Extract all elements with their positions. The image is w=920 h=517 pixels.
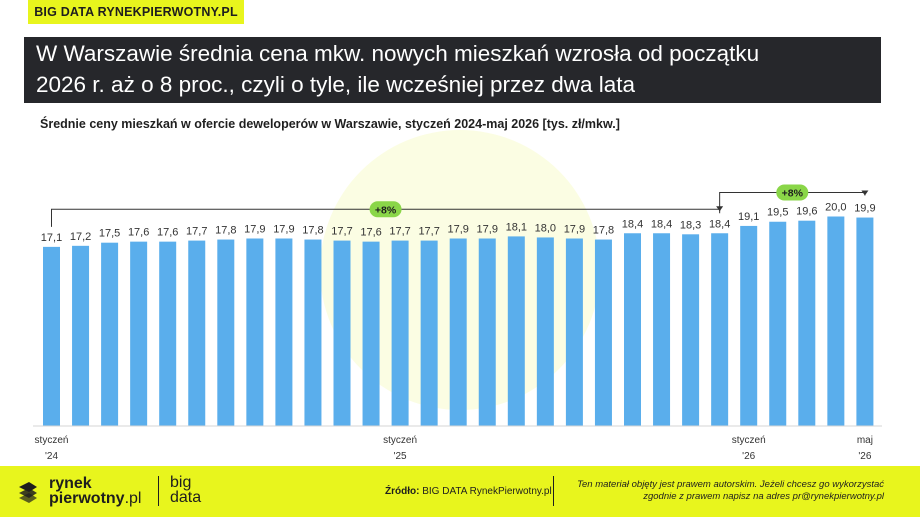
bar-value-label: 17,6 <box>128 227 149 239</box>
title-band: W Warszawie średnia cena mkw. nowych mie… <box>24 37 881 103</box>
x-tick-label: styczeń <box>383 435 417 446</box>
bar-value-label: 17,1 <box>41 232 62 244</box>
bar-value-label: 17,7 <box>331 226 352 238</box>
footer: rynek pierwotny.pl big data Źródło: BIG … <box>0 466 920 517</box>
bar-value-label: 17,9 <box>477 223 498 235</box>
growth-badge-label: +8% <box>782 188 804 200</box>
bar-value-label: 17,9 <box>273 223 294 235</box>
source-note: Źródło: BIG DATA RynekPierwotny.pl <box>385 486 552 497</box>
bar-value-label: 20,0 <box>825 202 846 214</box>
bar <box>682 234 700 426</box>
copyright-notice: Ten materiał objęty jest prawem autorski… <box>577 479 884 503</box>
bigdata-word-data: data <box>170 489 202 506</box>
bar-value-label: 17,7 <box>418 226 439 238</box>
copyright-line-2[interactable]: zgodnie z prawem napisz na adres pr@ryne… <box>643 491 884 502</box>
bar <box>740 225 758 426</box>
page-title-line-2: 2026 r. aż o 8 proc., czyli o tyle, ile … <box>36 72 636 97</box>
bar-value-label: 17,8 <box>302 225 323 237</box>
x-tick-label: styczeń <box>732 435 766 446</box>
bar <box>130 241 148 426</box>
bar <box>507 236 525 426</box>
bar <box>624 233 641 426</box>
bar <box>275 238 293 426</box>
bar-value-label: 19,6 <box>796 206 817 218</box>
bar-value-label: 18,4 <box>622 218 643 230</box>
x-tick-year: '24 <box>45 451 58 462</box>
chart-subtitle: Średnie ceny mieszkań w ofercie dewelope… <box>40 117 620 131</box>
growth-badge <box>369 201 402 218</box>
bar <box>333 240 351 426</box>
bar <box>159 241 177 426</box>
source-text: BIG DATA RynekPierwotny.pl <box>422 486 552 497</box>
bar-value-label: 19,5 <box>767 207 788 219</box>
bar-chart: 17,1 17,2 17,5 17,6 17,6 17,7 17,8 17,9 17,9 17,8… <box>33 184 882 462</box>
bar <box>798 220 816 426</box>
bar-value-label: 18,0 <box>535 222 556 234</box>
bar <box>478 238 496 426</box>
bar-value-label: 17,8 <box>215 225 236 237</box>
source-label: Źródło: <box>385 486 420 497</box>
bar <box>304 239 322 426</box>
growth-badge-label: +8% <box>375 204 397 216</box>
bar-value-label: 19,9 <box>854 203 875 215</box>
bar-value-label: 17,7 <box>186 226 207 238</box>
bar <box>711 233 729 426</box>
bar <box>72 245 90 426</box>
x-tick-year: '26 <box>742 451 755 462</box>
logo-divider <box>158 476 159 506</box>
bar <box>449 238 467 426</box>
bar <box>101 242 119 426</box>
copyright-line-1: Ten materiał objęty jest prawem autorski… <box>577 479 884 490</box>
growth-arrowhead <box>861 190 869 196</box>
x-tick-label: styczeń <box>35 435 69 446</box>
bar <box>188 240 206 426</box>
x-tick-year: '26 <box>858 451 871 462</box>
bar <box>536 237 554 426</box>
page-title-line-1: W Warszawie średnia cena mkw. nowych mie… <box>36 41 760 66</box>
logo-suffix: .pl <box>124 490 142 507</box>
x-tick-label: maj <box>857 435 873 446</box>
bar-value-label: 17,6 <box>360 227 381 239</box>
bar <box>362 241 380 426</box>
bar-value-label: 19,1 <box>738 211 759 223</box>
bar <box>246 238 264 426</box>
bar-value-label: 18,4 <box>709 218 730 230</box>
bar-value-label: 17,6 <box>157 227 178 239</box>
bar-value-label: 17,9 <box>447 223 468 235</box>
logo-word-pierwotny: pierwotny.pl <box>49 490 142 507</box>
bar <box>594 239 612 426</box>
bar <box>856 217 874 426</box>
logo-word-rynek: rynek <box>49 475 92 492</box>
bar-value-label: 17,5 <box>99 228 120 240</box>
bar <box>565 238 583 426</box>
bar <box>43 246 60 426</box>
bar-value-label: 18,1 <box>506 221 527 233</box>
bar <box>769 221 787 426</box>
bar-value-label: 17,9 <box>244 223 265 235</box>
bar <box>391 240 409 426</box>
bigdata-word-big: big <box>170 474 192 491</box>
bar-value-label: 17,2 <box>70 231 91 243</box>
bar <box>827 216 845 426</box>
x-tick-year: '25 <box>394 451 407 462</box>
bar-value-label: 18,4 <box>651 218 672 230</box>
footer-divider <box>553 476 554 506</box>
bar <box>420 240 438 426</box>
brand-tag: BIG DATA RYNEKPIERWOTNY.PL <box>28 0 244 24</box>
growth-badge <box>776 184 809 201</box>
bar-value-label: 17,7 <box>389 226 410 238</box>
bar-value-label: 18,3 <box>680 219 701 231</box>
logo-mark-icon <box>19 482 37 503</box>
bar <box>653 233 671 426</box>
bar-value-label: 17,9 <box>564 223 585 235</box>
bar <box>217 239 235 426</box>
bar-value-label: 17,8 <box>593 225 614 237</box>
